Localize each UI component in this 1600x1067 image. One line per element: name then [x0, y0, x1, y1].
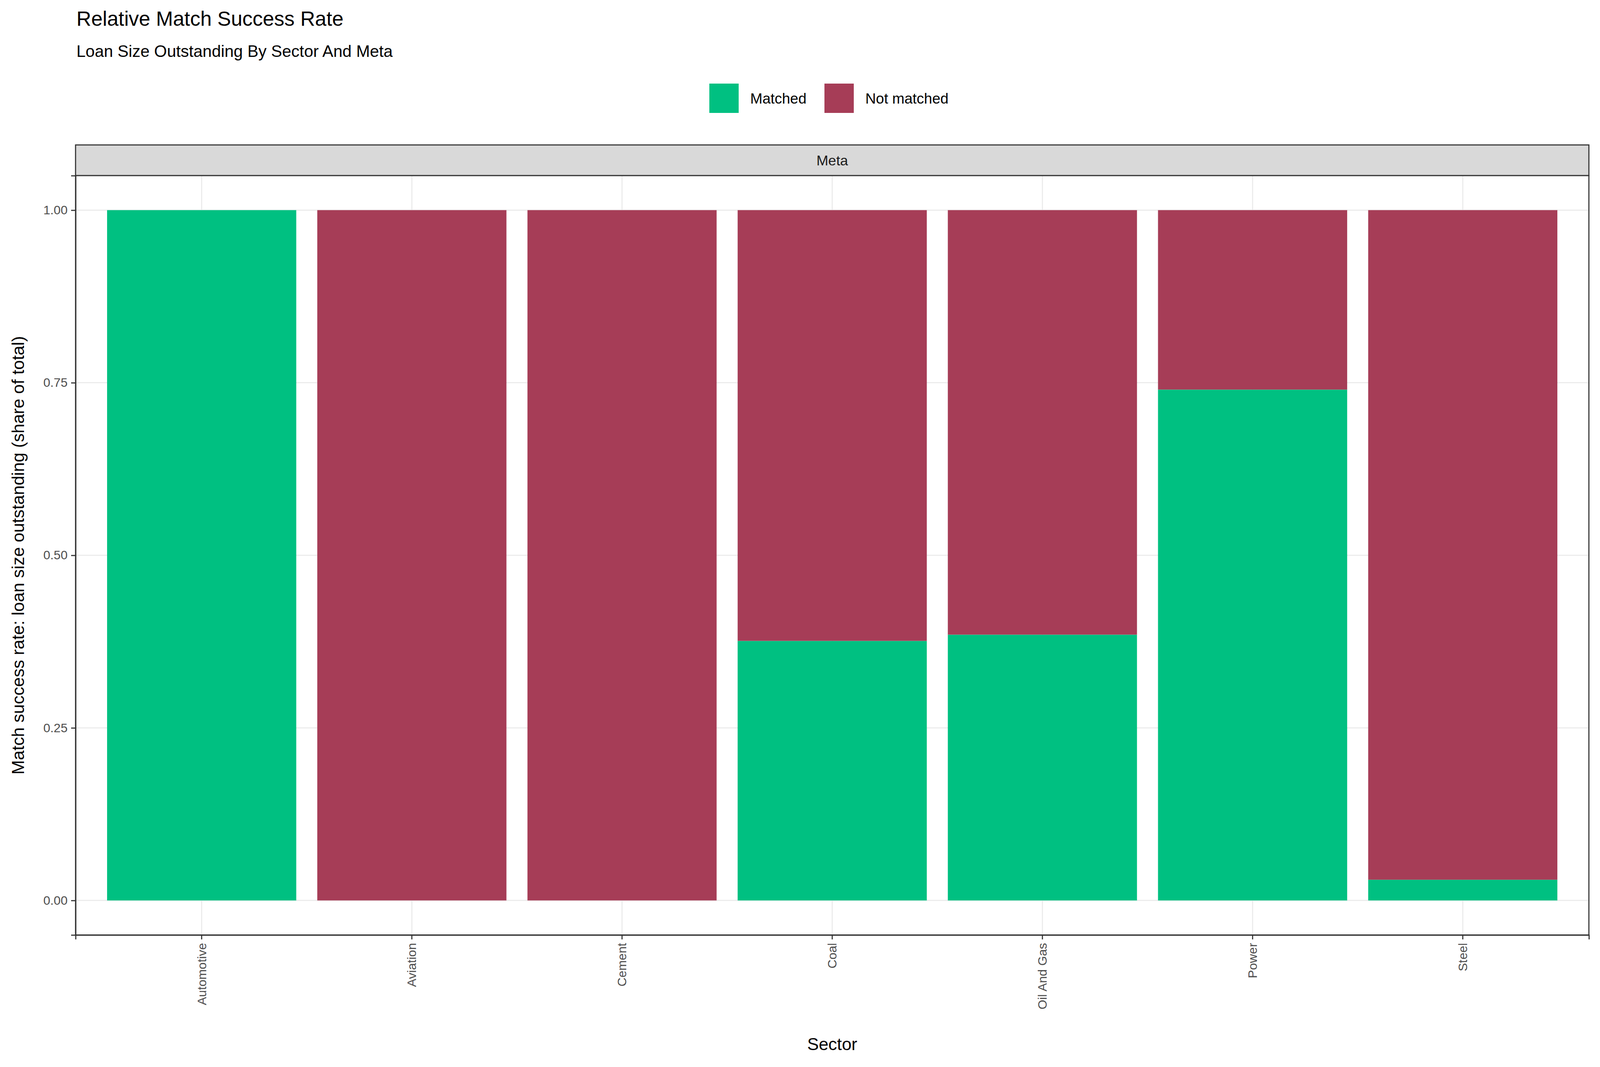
title: Relative Match Success Rate: [76, 7, 344, 31]
x-axis: Automotive Aviation Cement Coal Oil And Gas P…: [76, 934, 1590, 1009]
y-tick: 1.00: [43, 203, 76, 217]
x-tick: Automotive: [195, 934, 209, 1005]
subtitle: Loan Size Outstanding By Sector And Meta: [76, 42, 393, 61]
x-tick: Steel: [1456, 934, 1470, 972]
bar: [107, 209, 297, 211]
y-tick-mark: [71, 382, 76, 384]
x-tick-mark: [1462, 934, 1464, 940]
series: [317, 210, 1558, 901]
x-tick-label: Oil And Gas: [1035, 942, 1050, 1009]
y-tick-label: 0.75: [43, 375, 68, 390]
x-tick-label: Aviation: [404, 942, 419, 987]
x-tick-label: Coal: [825, 942, 840, 969]
legend-swatch: [709, 83, 739, 113]
x-tick-mark: [1041, 934, 1044, 940]
bar: [107, 210, 297, 901]
legend-swatch: [824, 83, 854, 113]
bar: [737, 640, 928, 901]
plot-frame: [75, 175, 1589, 935]
legend: Matched Not matched: [709, 83, 949, 113]
x-tick-label: Steel: [1456, 942, 1470, 972]
legend-item: Matched: [709, 83, 807, 113]
chart: Relative Match Success Rate Loan Size Out…: [0, 0, 1600, 1067]
bar: [317, 210, 507, 901]
x-tick-label: Automotive: [195, 942, 209, 1005]
bar: [1158, 210, 1348, 390]
y-tick-label: 0.00: [43, 893, 68, 908]
y-tick-label: 1.00: [43, 203, 68, 217]
y-axis-title: Match success rate: loan size outstandin…: [8, 336, 28, 775]
facet-strip: [75, 144, 1589, 176]
bar: [737, 210, 928, 641]
grid: [75, 175, 1589, 935]
facet-label: Meta: [816, 152, 848, 169]
x-tick: Power: [1245, 934, 1260, 978]
y-axis-line: [71, 176, 76, 936]
y-tick-label: 0.25: [43, 720, 68, 735]
x-tick-label: Power: [1245, 942, 1260, 978]
y-tick-mark: [71, 554, 76, 556]
y-tick: 0.75: [43, 375, 76, 390]
x-tick: Coal: [825, 934, 840, 969]
bar: [948, 210, 1138, 635]
series: [107, 210, 1558, 901]
x-tick: Cement: [615, 934, 629, 987]
x-tick-mark: [831, 934, 833, 940]
plot-background: [75, 175, 1589, 935]
x-tick-label: Cement: [615, 942, 629, 987]
y-tick: 0.25: [43, 720, 76, 735]
x-axis-line: [76, 935, 1590, 940]
bar: [527, 210, 717, 901]
x-tick: Oil And Gas: [1035, 934, 1050, 1009]
y-tick-label: 0.50: [43, 548, 68, 562]
x-tick: Aviation: [404, 934, 419, 987]
x-tick-mark: [201, 934, 203, 940]
y-axis: 0.00 0.25 0.50 0.75 1.00: [43, 176, 76, 936]
x-tick-mark: [411, 934, 413, 940]
legend-label: Not matched: [865, 90, 949, 107]
legend-item: Not matched: [824, 83, 949, 113]
bar: [1158, 389, 1348, 900]
y-tick-mark: [71, 900, 76, 902]
bar: [1368, 210, 1558, 880]
y-tick-mark: [71, 209, 76, 212]
bar: [948, 634, 1138, 901]
y-tick-mark: [71, 727, 76, 729]
bars: [107, 210, 1558, 901]
legend-label: Matched: [750, 90, 807, 107]
bar: [1368, 879, 1558, 901]
x-tick-mark: [621, 934, 623, 940]
x-tick-mark: [1252, 934, 1254, 940]
y-tick: 0.50: [43, 548, 76, 562]
x-axis-title: Sector: [807, 1034, 858, 1054]
y-tick: 0.00: [43, 893, 76, 908]
